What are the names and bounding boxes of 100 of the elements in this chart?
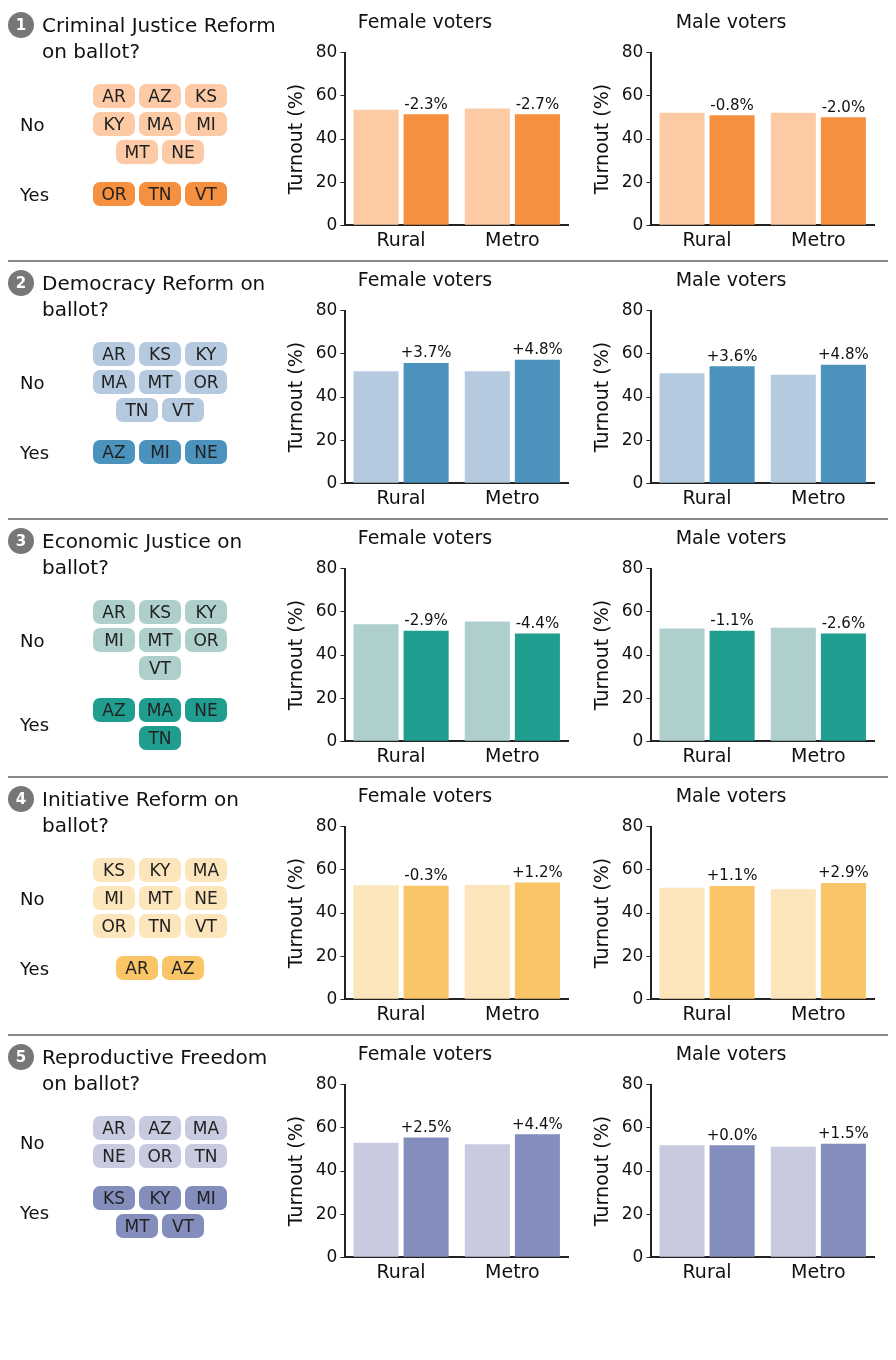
annotation: -2.0% — [821, 97, 866, 116]
chart-title: Female voters — [357, 784, 493, 807]
text: VT — [171, 1216, 194, 1236]
text: AR — [125, 958, 149, 978]
y-tick-label: 0 — [632, 213, 644, 234]
bar — [820, 364, 866, 483]
text: 4 — [8, 786, 34, 812]
annotation: -2.3% — [404, 94, 448, 113]
annotation: -2.6% — [821, 613, 866, 632]
y-tick-label: 40 — [315, 643, 338, 664]
chart-title: Male voters — [675, 1042, 787, 1065]
text: NE — [194, 888, 218, 908]
y-axis-title: Turnout (%) — [590, 341, 613, 454]
text: NE — [194, 442, 218, 462]
y-tick-label: 40 — [621, 1159, 644, 1180]
bar — [403, 1137, 449, 1257]
y-tick-label: 80 — [315, 41, 338, 62]
chart-title: Male voters — [675, 10, 787, 33]
annotation: +3.7% — [400, 343, 452, 362]
text: 1 — [8, 12, 34, 38]
x-tick-label: Metro — [791, 227, 846, 250]
y-tick-label: 0 — [632, 729, 644, 750]
text: Reproductive Freedom on ballot? — [42, 1044, 269, 1096]
text: 2 — [8, 270, 34, 296]
category-label: No — [19, 629, 46, 651]
y-tick-label: 40 — [315, 385, 338, 406]
annotation: -2.7% — [515, 94, 560, 113]
category-label: No — [19, 887, 46, 909]
category-label: Yes — [19, 1201, 51, 1223]
y-tick-label: 20 — [315, 686, 338, 707]
text: VT — [194, 916, 217, 936]
x-tick-label: Metro — [485, 743, 540, 766]
text: KY — [103, 114, 125, 134]
bar — [353, 624, 399, 741]
text: AZ — [148, 1118, 172, 1138]
bar — [464, 621, 510, 741]
category-label: Yes — [19, 713, 51, 735]
text: MI — [196, 114, 216, 134]
category-label: No — [19, 1131, 46, 1153]
category-label: No — [19, 113, 46, 135]
bar — [464, 1144, 510, 1257]
category-label: No — [19, 371, 46, 393]
y-tick-label: 20 — [621, 944, 644, 965]
x-tick-label: Metro — [791, 1259, 846, 1282]
text: Initiative Reform on ballot? — [42, 786, 240, 838]
text: TN — [148, 728, 172, 748]
y-tick-label: 0 — [326, 1245, 338, 1266]
x-tick-label: Rural — [682, 743, 732, 766]
y-tick-label: 80 — [315, 1073, 338, 1094]
y-axis-title: Turnout (%) — [590, 857, 613, 970]
text: Economic Justice on ballot? — [42, 528, 244, 580]
text: MT — [124, 1216, 150, 1236]
text: MT — [147, 888, 173, 908]
text: VT — [194, 184, 217, 204]
text: TN — [125, 400, 149, 420]
text: AR — [102, 1118, 126, 1138]
y-tick-label: 60 — [315, 858, 338, 879]
x-tick-label: Metro — [485, 1259, 540, 1282]
y-tick-label: 20 — [315, 170, 338, 191]
x-tick-label: Rural — [376, 1259, 426, 1282]
text: AZ — [102, 442, 126, 462]
y-axis-title: Turnout (%) — [590, 1115, 613, 1228]
y-tick-label: 0 — [632, 987, 644, 1008]
text: OR — [147, 1146, 173, 1166]
annotation: +4.8% — [512, 340, 563, 359]
y-tick-label: 20 — [315, 944, 338, 965]
text: OR — [101, 916, 127, 936]
chart-title: Male voters — [675, 526, 787, 549]
y-tick-label: 60 — [315, 600, 338, 621]
text: KY — [195, 602, 217, 622]
y-tick-label: 80 — [315, 815, 338, 836]
x-tick-label: Metro — [485, 485, 540, 508]
x-tick-label: Rural — [682, 1001, 732, 1024]
text: MT — [147, 630, 173, 650]
text: MA — [192, 860, 220, 880]
text: OR — [193, 372, 219, 392]
text: KY — [195, 344, 217, 364]
y-tick-label: 60 — [621, 84, 644, 105]
y-tick-label: 80 — [621, 299, 644, 320]
y-axis-title: Turnout (%) — [284, 599, 307, 712]
x-tick-label: Metro — [791, 743, 846, 766]
text: MA — [100, 372, 128, 392]
text: AR — [102, 86, 126, 106]
text: NE — [194, 700, 218, 720]
chart-title: Female voters — [357, 268, 493, 291]
annotation: -0.3% — [404, 866, 448, 885]
y-tick-label: 80 — [621, 815, 644, 836]
annotation: +2.9% — [818, 863, 869, 882]
chart-title: Male voters — [675, 784, 787, 807]
y-axis-title: Turnout (%) — [284, 857, 307, 970]
text: TN — [148, 916, 172, 936]
text: AZ — [171, 958, 195, 978]
bar — [709, 366, 755, 483]
y-axis-title: Turnout (%) — [590, 599, 613, 712]
text: MA — [146, 700, 174, 720]
x-tick-label: Rural — [682, 227, 732, 250]
annotation: +4.4% — [512, 1114, 563, 1133]
chart-title: Male voters — [675, 268, 787, 291]
y-tick-label: 20 — [315, 428, 338, 449]
chart-title: Female voters — [357, 1042, 493, 1065]
